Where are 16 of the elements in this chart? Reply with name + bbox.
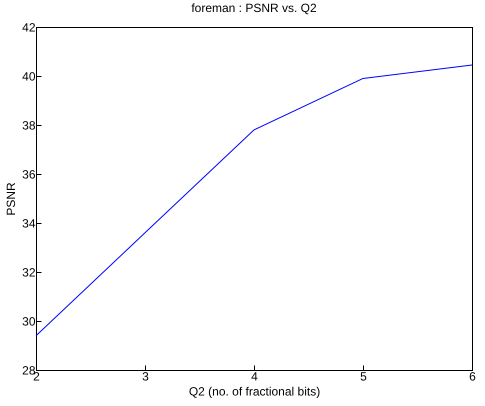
x-axis-title: Q2 (no. of fractional bits)	[188, 384, 320, 398]
y-tick-label: 34	[22, 216, 36, 230]
y-axis-title: PSNR	[4, 182, 18, 216]
y-tick-label: 32	[22, 266, 36, 280]
y-tick-label: 30	[22, 314, 36, 328]
x-tick-label: 4	[251, 370, 258, 384]
y-tick-label: 38	[22, 118, 36, 132]
x-tick-label: 5	[360, 370, 368, 384]
y-tick-label: 28	[22, 364, 36, 378]
x-tick-label: 3	[142, 370, 150, 384]
y-tick-label: 36	[22, 168, 36, 182]
line-series	[36, 64, 472, 336]
chart-title: foreman : PSNR vs. Q2	[191, 1, 318, 15]
x-tick-label: 6	[469, 370, 476, 384]
y-tick-label: 40	[22, 70, 36, 84]
y-tick-label: 42	[22, 20, 36, 34]
